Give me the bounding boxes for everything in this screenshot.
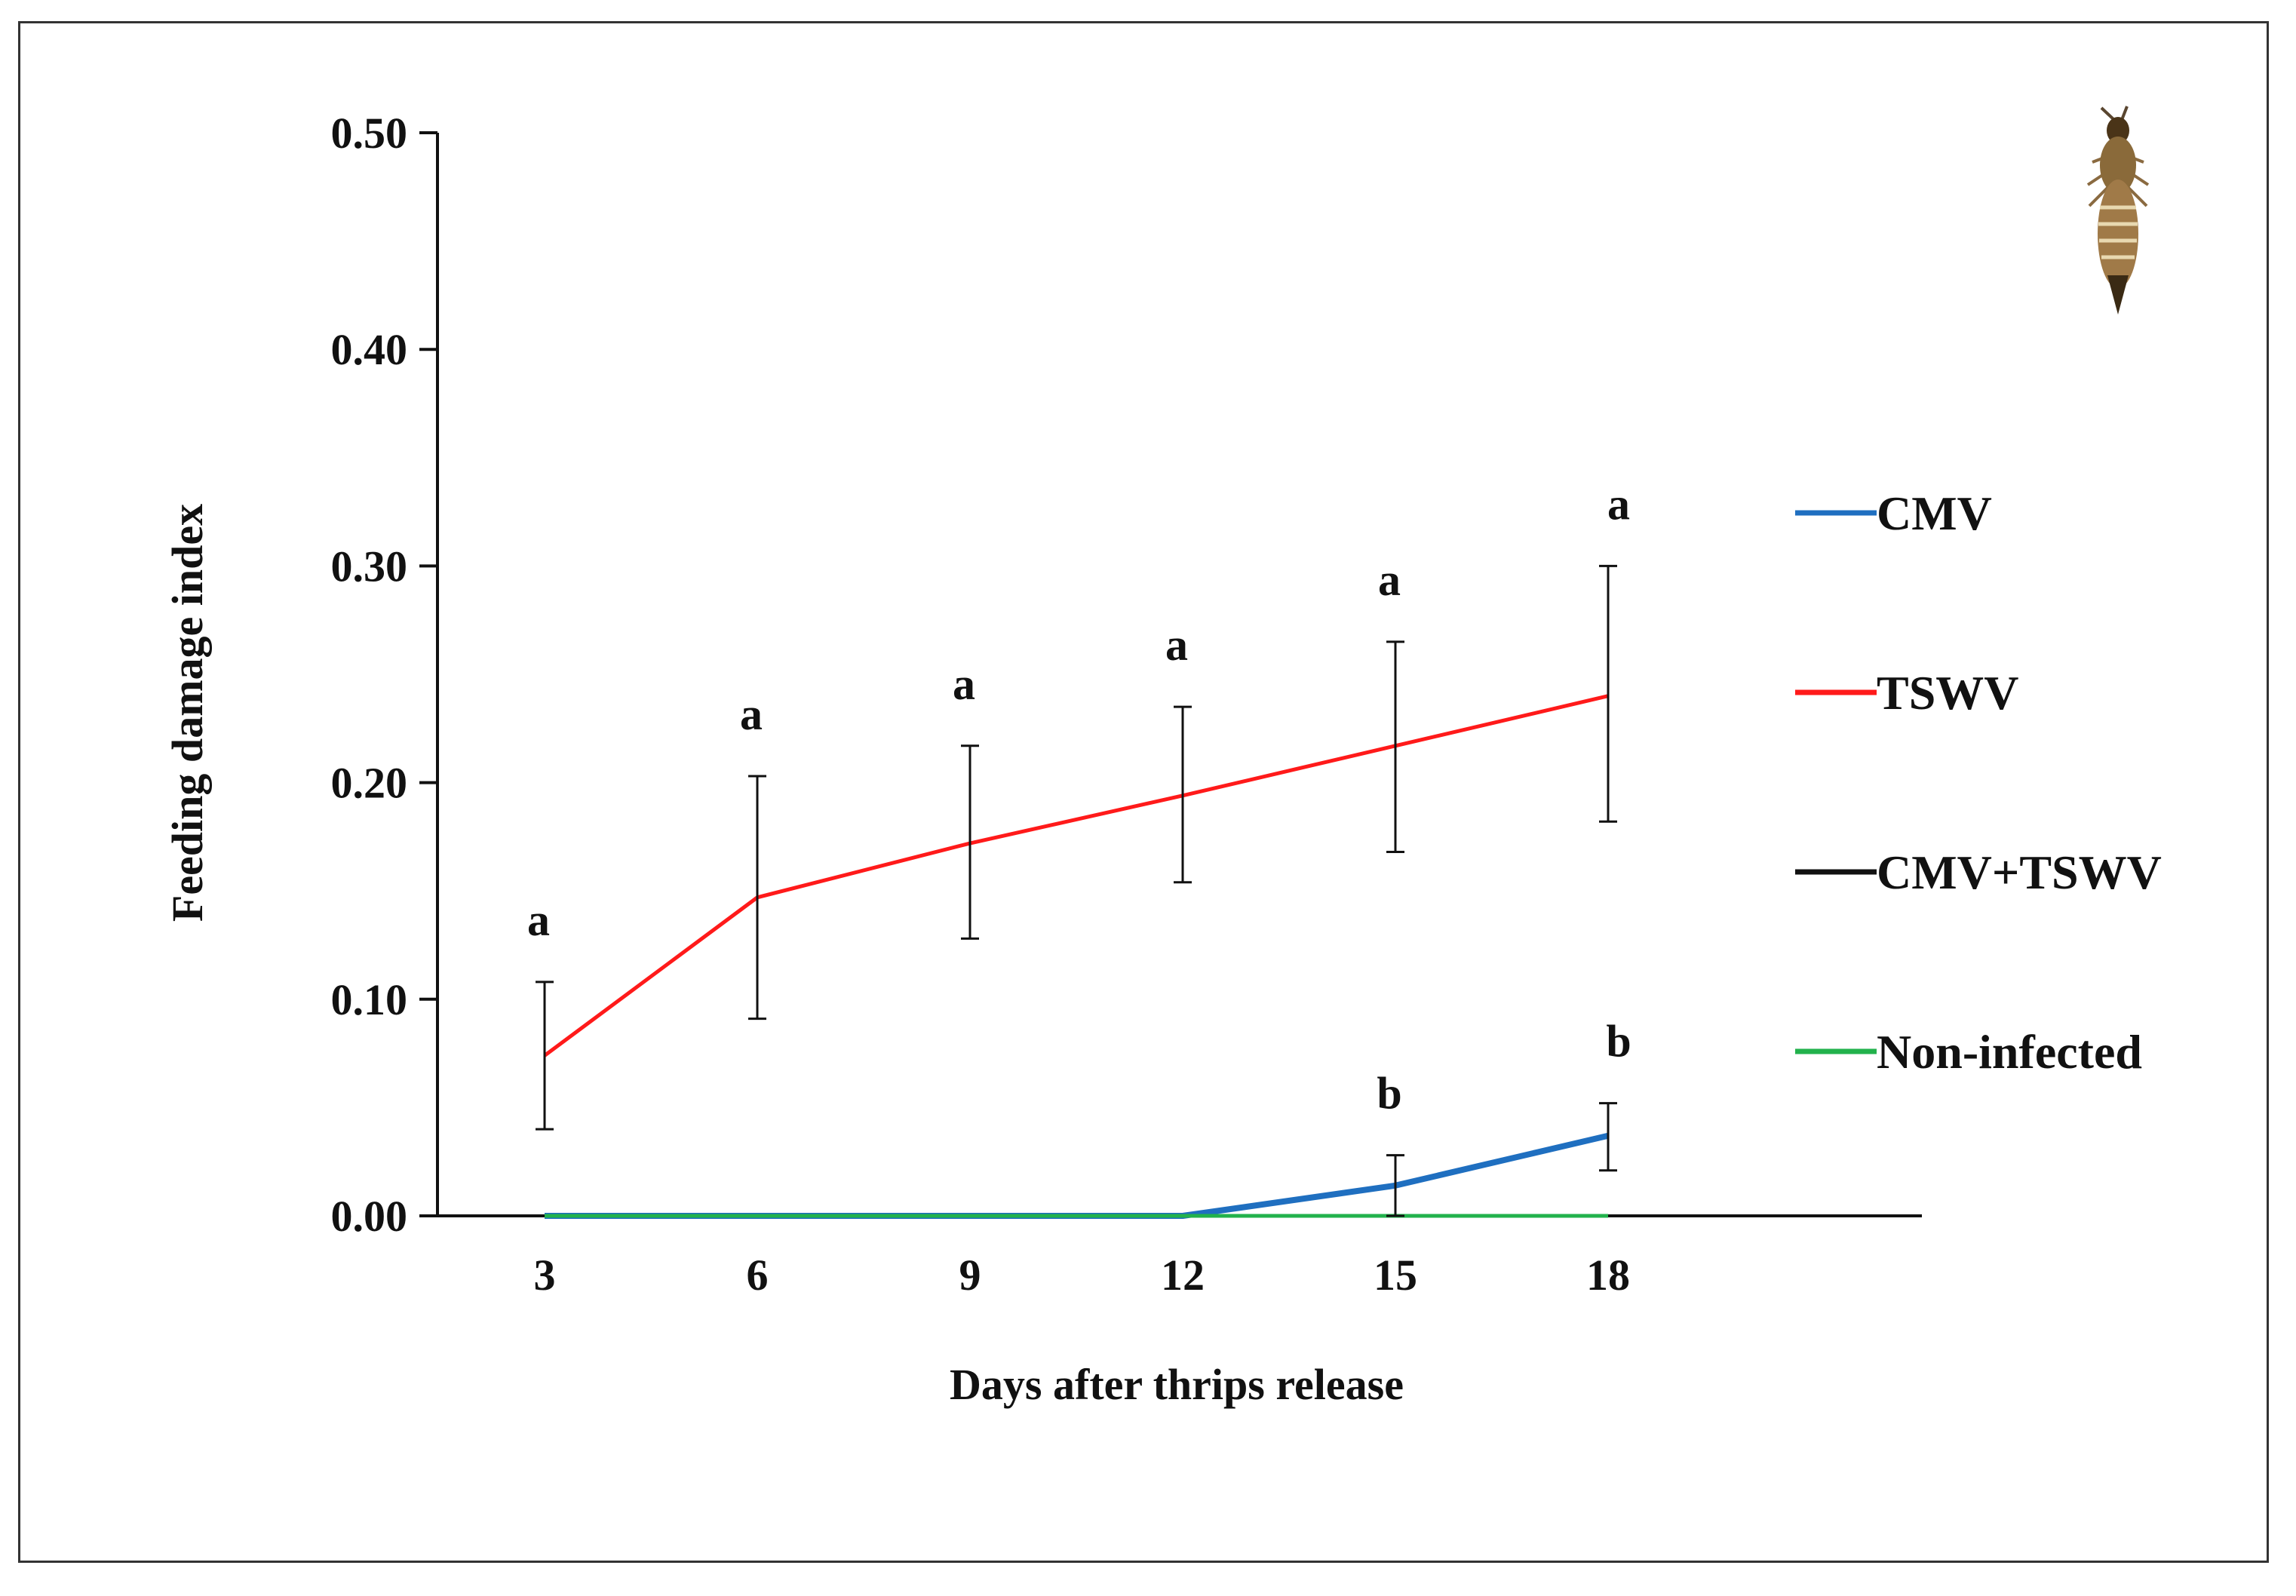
y-tick-label: 0.30 bbox=[331, 542, 408, 591]
error-bars bbox=[536, 564, 1617, 1217]
y-tick-label: 0.00 bbox=[331, 1192, 408, 1241]
significance-letter: a bbox=[1165, 620, 1188, 670]
legend: CMV TSWV CMV+TSWV Non-infected bbox=[1795, 486, 2162, 1079]
legend-label: CMV+TSWV bbox=[1877, 846, 2162, 899]
x-tick-label: 18 bbox=[1586, 1251, 1630, 1300]
significance-letter: a bbox=[1378, 555, 1401, 605]
legend-label: Non-infected bbox=[1877, 1025, 2142, 1079]
y-tick-label: 0.10 bbox=[331, 975, 408, 1024]
x-axis-title: Days after thrips release bbox=[950, 1360, 1404, 1409]
significance-letter: b bbox=[1606, 1017, 1631, 1067]
axes: 0.00 0.10 0.20 0.30 0.40 0.50 3 6 9 12 15 18 bbox=[331, 109, 1922, 1300]
thrips-icon bbox=[2086, 106, 2150, 315]
y-axis-title: Feeding damage index bbox=[163, 504, 212, 922]
significance-letters: b b a a a a a a bbox=[527, 479, 1631, 1118]
significance-letter: a bbox=[527, 895, 550, 945]
x-tick-label: 9 bbox=[959, 1251, 981, 1300]
significance-letter: a bbox=[1607, 479, 1630, 529]
significance-letter: a bbox=[740, 689, 763, 739]
y-tick-label: 0.50 bbox=[331, 109, 408, 158]
series-layer bbox=[543, 694, 1609, 1219]
x-tick-label: 12 bbox=[1161, 1251, 1205, 1300]
y-tick-label: 0.40 bbox=[331, 325, 408, 374]
series-line-tswv bbox=[543, 694, 1609, 1057]
legend-label: TSWV bbox=[1877, 666, 2019, 720]
x-tick-label: 3 bbox=[534, 1251, 556, 1300]
significance-letter: b bbox=[1377, 1069, 1401, 1119]
legend-label: CMV bbox=[1877, 486, 1992, 540]
significance-letter: a bbox=[953, 659, 975, 709]
x-tick-label: 15 bbox=[1374, 1251, 1417, 1300]
x-tick-label: 6 bbox=[747, 1251, 769, 1300]
series-line-cmv bbox=[545, 1132, 1609, 1219]
y-tick-label: 0.20 bbox=[331, 759, 408, 808]
figure-frame bbox=[18, 21, 2269, 1563]
